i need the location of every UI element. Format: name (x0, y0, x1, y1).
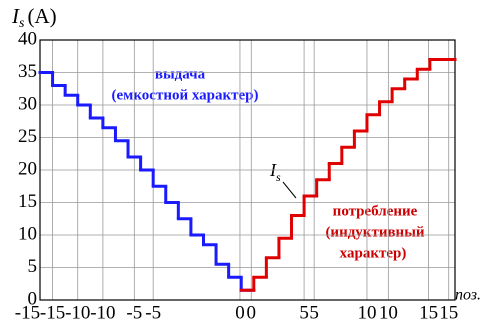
y-label-main: I (11, 4, 20, 28)
x-tick-label: 15 (439, 302, 458, 323)
x-tick-label: -5 (126, 302, 142, 323)
x-tick-label: -5 (145, 302, 161, 323)
x-tick-label: 10 (379, 302, 398, 323)
curve-label-pointer (282, 181, 297, 199)
y-tick-label: 35 (18, 61, 37, 82)
annotation: (индуктивный (325, 224, 424, 240)
y-tick-label: 10 (18, 223, 37, 244)
y-tick-label: 0 (28, 288, 38, 309)
y-tick-label: 30 (18, 93, 37, 114)
x-tick-label: 10 (357, 302, 376, 323)
y-tick-label: 40 (18, 28, 37, 49)
annotation: выдача (155, 66, 206, 82)
x-tick-label: 5 (309, 302, 319, 323)
x-tick-label: 0 (235, 302, 245, 323)
y-tick-label: 20 (18, 158, 37, 179)
y-axis-label: Is (A) (11, 4, 57, 31)
x-tick-label: -10 (65, 302, 90, 323)
x-tick-label: 15 (419, 302, 438, 323)
x-tick-label: -15 (40, 302, 65, 323)
annotation: потребление (333, 203, 418, 219)
x-tick-label: 5 (299, 302, 309, 323)
x-axis-label: поз. (455, 287, 481, 304)
y-label-unit: (A) (27, 4, 56, 28)
annotation: характер) (340, 245, 407, 261)
y-tick-label: 15 (18, 191, 37, 212)
curve-label: Is (269, 160, 281, 184)
plot-frame (39, 39, 456, 301)
x-tick-label: -15 (15, 302, 40, 323)
annotation: (емкостной характер) (111, 87, 258, 103)
x-tick-label: -10 (90, 302, 115, 323)
curve-label-sub: s (276, 170, 281, 184)
y-tick-label: 25 (18, 126, 37, 147)
x-tick-label: 0 (247, 302, 257, 323)
y-label-sub: s (19, 16, 25, 31)
y-tick-label: 5 (28, 256, 38, 277)
